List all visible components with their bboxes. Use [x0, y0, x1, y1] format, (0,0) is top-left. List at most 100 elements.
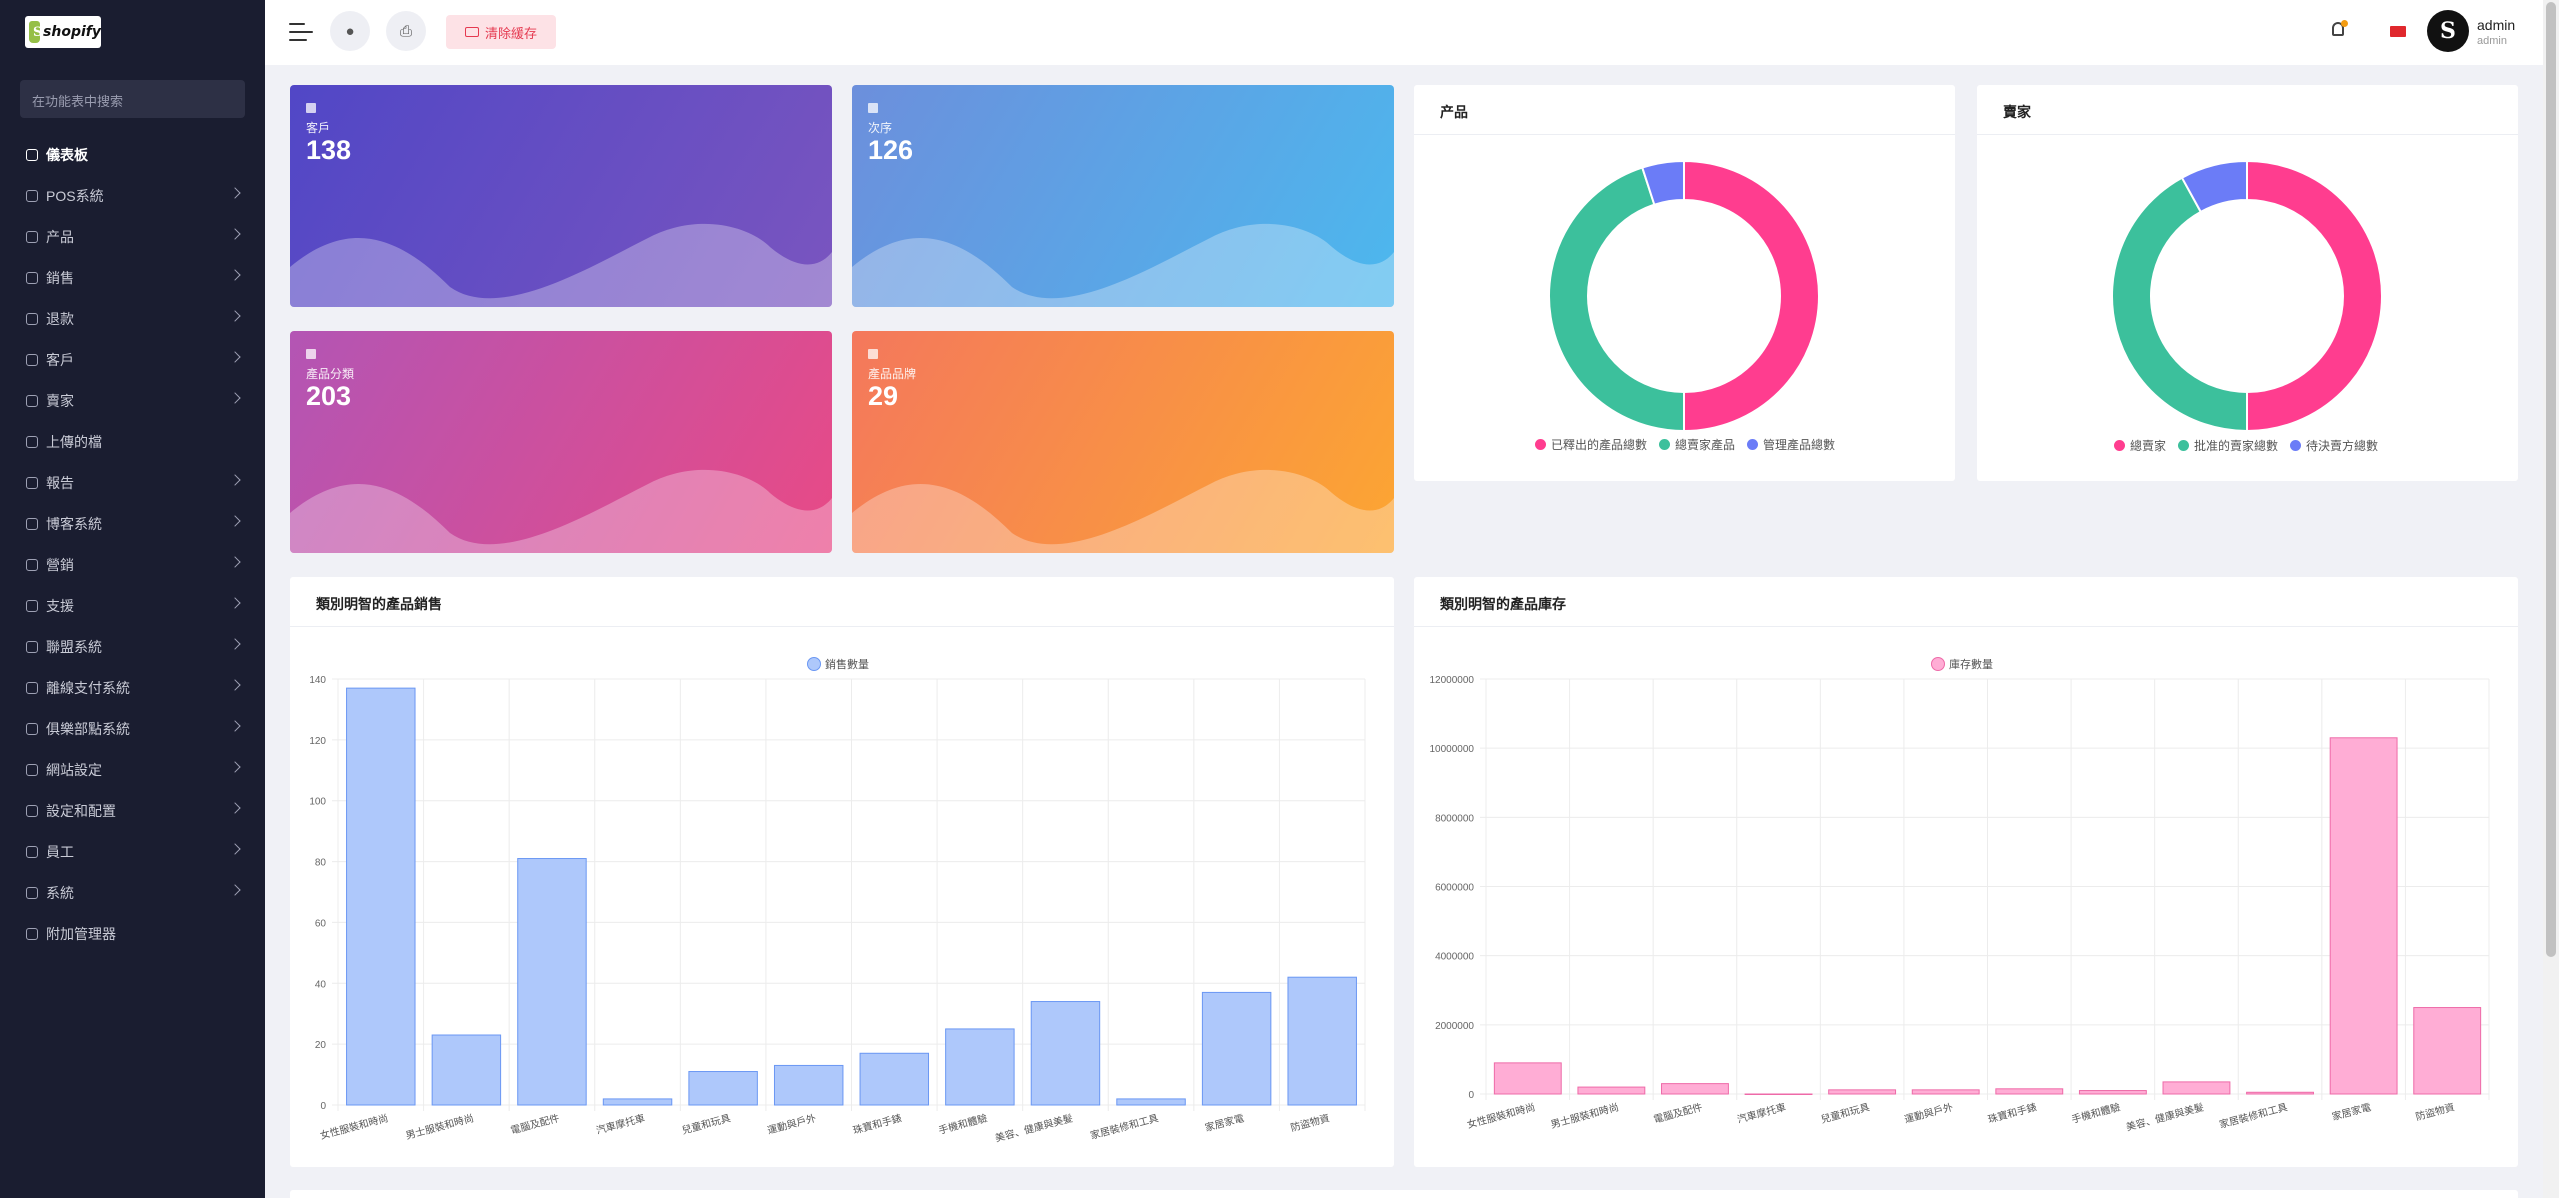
x-tick-label: 運動與戶外	[1903, 1100, 1955, 1125]
donut-slice[interactable]	[1641, 159, 1685, 206]
bar[interactable]	[2246, 1091, 2314, 1095]
bar[interactable]	[1828, 1089, 1897, 1095]
bar[interactable]	[859, 1052, 930, 1106]
legend-item[interactable]: 總賣家	[2114, 437, 2166, 454]
sidebar-item-label: 營銷	[46, 556, 74, 573]
sidebar-item[interactable]: 退款	[0, 298, 265, 339]
sidebar-item[interactable]: 報告	[0, 462, 265, 503]
donut-slice[interactable]	[1683, 159, 1820, 433]
chevron-right-icon	[229, 720, 241, 732]
chevron-right-icon	[229, 269, 241, 281]
x-tick-label: 女性服裝和時尚	[319, 1111, 390, 1142]
sidebar-item[interactable]: 聯盟系統	[0, 626, 265, 667]
shopify-logo[interactable]: shopify	[25, 16, 101, 48]
sidebar-item[interactable]: 产品	[0, 216, 265, 257]
sidebar-item[interactable]: 附加管理器	[0, 913, 265, 954]
sidebar-item[interactable]: 客戶	[0, 339, 265, 380]
legend-label: 總賣家	[2130, 439, 2167, 453]
sidebar-item[interactable]: POS系統	[0, 175, 265, 216]
donut-slice[interactable]	[2111, 176, 2248, 433]
bar[interactable]	[1493, 1062, 1562, 1095]
chevron-right-icon	[229, 556, 241, 568]
sidebar-item[interactable]: 支援	[0, 585, 265, 626]
sidebar-item[interactable]: 博客系統	[0, 503, 265, 544]
legend-swatch[interactable]	[1931, 657, 1945, 671]
sidebar-item[interactable]: 上傳的檔	[0, 421, 265, 462]
legend-item[interactable]: 總賣家產品	[1659, 436, 1735, 453]
legend-item[interactable]: 待決賣方總數	[2290, 437, 2378, 454]
sidebar-item-label: 儀表板	[46, 146, 88, 163]
donut-slice[interactable]	[1548, 166, 1685, 433]
sidebar-item[interactable]: 銷售	[0, 257, 265, 298]
sidebar-item[interactable]: 離線支付系統	[0, 667, 265, 708]
bar[interactable]	[1030, 1001, 1101, 1106]
scrollbar-thumb[interactable]	[2546, 2, 2556, 957]
orders-card[interactable]: 次序 126	[852, 85, 1394, 307]
y-tick-label: 2000000	[1435, 1021, 1474, 1032]
sidebar-item[interactable]: 營銷	[0, 544, 265, 585]
bar[interactable]	[2413, 1007, 2482, 1095]
bar[interactable]	[602, 1098, 673, 1106]
bar[interactable]	[1661, 1083, 1729, 1095]
menu-item-icon	[26, 845, 38, 858]
x-tick-label: 美容、健康與美髮	[994, 1111, 1075, 1144]
bar[interactable]	[945, 1028, 1015, 1106]
donut-slice[interactable]	[2246, 159, 2383, 433]
bar[interactable]	[1995, 1088, 2064, 1095]
page-scrollbar[interactable]	[2543, 0, 2559, 1198]
donut-slice[interactable]	[2180, 159, 2248, 214]
bar[interactable]	[773, 1064, 844, 1106]
legend-swatch[interactable]	[807, 657, 821, 671]
legend-label[interactable]: 銷售數量	[825, 657, 869, 671]
customers-card[interactable]: 客戶 138	[290, 85, 832, 307]
menu-item-icon	[26, 230, 38, 243]
legend-item[interactable]: 已釋出的產品總數	[1535, 436, 1647, 453]
sidebar-item[interactable]: 網站設定	[0, 749, 265, 790]
bar[interactable]	[1287, 976, 1357, 1106]
menu-search-input[interactable]: 在功能表中搜索	[20, 80, 245, 118]
bar[interactable]	[2162, 1081, 2231, 1095]
sidebar-item[interactable]: 系統	[0, 872, 265, 913]
bar[interactable]	[688, 1071, 758, 1106]
bar[interactable]	[1911, 1089, 1980, 1095]
bell-icon[interactable]	[2330, 20, 2348, 40]
panel-title: 類別明智的產品庫存	[1414, 577, 2518, 627]
categories-card[interactable]: 產品分類 203	[290, 331, 832, 553]
bar[interactable]	[2078, 1090, 2147, 1095]
bar[interactable]	[1116, 1098, 1186, 1106]
legend-item[interactable]: 批准的賣家總數	[2178, 437, 2278, 454]
clear-cache-button[interactable]: 清除緩存	[446, 15, 556, 49]
sidebar-item[interactable]: 賣家	[0, 380, 265, 421]
sidebar-item[interactable]: 員工	[0, 831, 265, 872]
products-donut-chart	[1548, 159, 1820, 433]
sidebar-item[interactable]: 儀表板	[0, 134, 265, 175]
brands-card[interactable]: 產品品牌 29	[852, 331, 1394, 553]
chart-legend: 已釋出的產品總數 總賣家產品 管理產品總數	[1535, 436, 1835, 453]
bar[interactable]	[1744, 1093, 1813, 1095]
bar[interactable]	[2329, 737, 2398, 1095]
y-tick-label: 80	[315, 858, 327, 869]
panel-title: 产品	[1414, 85, 1955, 135]
language-flag-icon[interactable]	[2390, 26, 2406, 37]
bar[interactable]	[1201, 991, 1272, 1106]
printer-icon[interactable]: ⎙	[386, 11, 426, 51]
legend-swatch	[1659, 439, 1671, 450]
avatar[interactable]: S	[2427, 10, 2469, 52]
user-name[interactable]: admin	[2477, 17, 2516, 33]
hamburger-menu-icon[interactable]	[289, 23, 313, 41]
bar[interactable]	[346, 687, 416, 1106]
sidebar-item-label: 網站設定	[46, 761, 102, 778]
chevron-right-icon	[229, 351, 241, 363]
x-tick-label: 兒童和玩具	[680, 1111, 732, 1136]
bar[interactable]	[517, 858, 587, 1106]
chevron-right-icon	[229, 515, 241, 527]
globe-icon[interactable]: ●	[330, 11, 370, 51]
bar[interactable]	[431, 1034, 502, 1106]
sidebar-item-label: 銷售	[46, 269, 74, 286]
legend-label[interactable]: 庫存數量	[1949, 657, 1993, 671]
chevron-right-icon	[229, 228, 241, 240]
sidebar-item[interactable]: 設定和配置	[0, 790, 265, 831]
legend-item[interactable]: 管理產品總數	[1747, 436, 1835, 453]
bar[interactable]	[1577, 1086, 1646, 1095]
sidebar-item[interactable]: 俱樂部點系統	[0, 708, 265, 749]
